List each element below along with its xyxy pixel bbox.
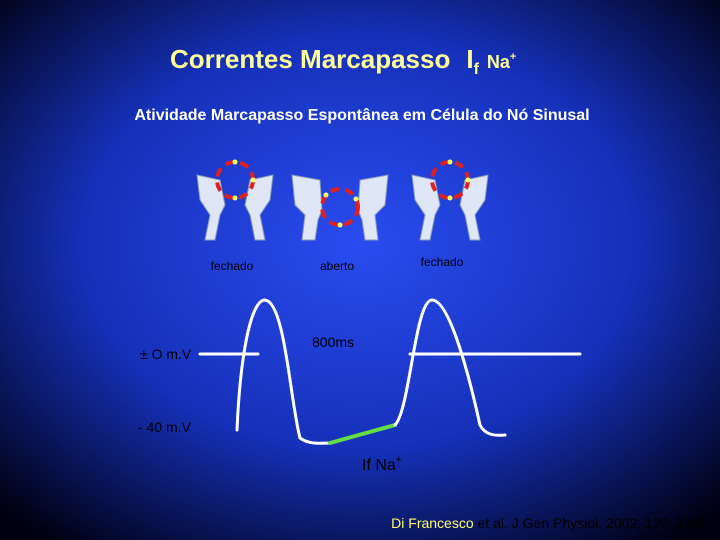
title: Correntes Marcapasso If Na+ — [170, 44, 516, 78]
channel-label: fechado — [421, 255, 464, 269]
text-part: + — [510, 51, 516, 63]
subtitle: Atividade Marcapasso Espontânea em Célul… — [134, 107, 589, 124]
voltage-label: - 40 m.V — [138, 419, 192, 435]
interval-label: 800ms — [312, 334, 354, 350]
text-part: I — [466, 44, 473, 74]
voltage-label: ± O m.V — [140, 346, 192, 362]
text-part: If Na — [362, 457, 396, 474]
text-part: Di Francesco — [391, 515, 474, 531]
current-label: If Na+ — [362, 455, 402, 474]
text-part: Correntes Marcapasso — [170, 44, 450, 74]
channel-label: fechado — [211, 259, 254, 273]
channel-label: aberto — [320, 259, 354, 273]
text-part: + — [396, 455, 402, 466]
text-part: Na — [487, 52, 511, 72]
citation: Di Francesco et al. J Gen Physiol. 2002;… — [391, 515, 704, 531]
text-part: f — [474, 61, 480, 78]
waveform — [198, 298, 582, 445]
channels — [196, 159, 489, 241]
text-part: et al. J Gen Physiol. 2002; 120: 1-13 — [474, 515, 705, 531]
